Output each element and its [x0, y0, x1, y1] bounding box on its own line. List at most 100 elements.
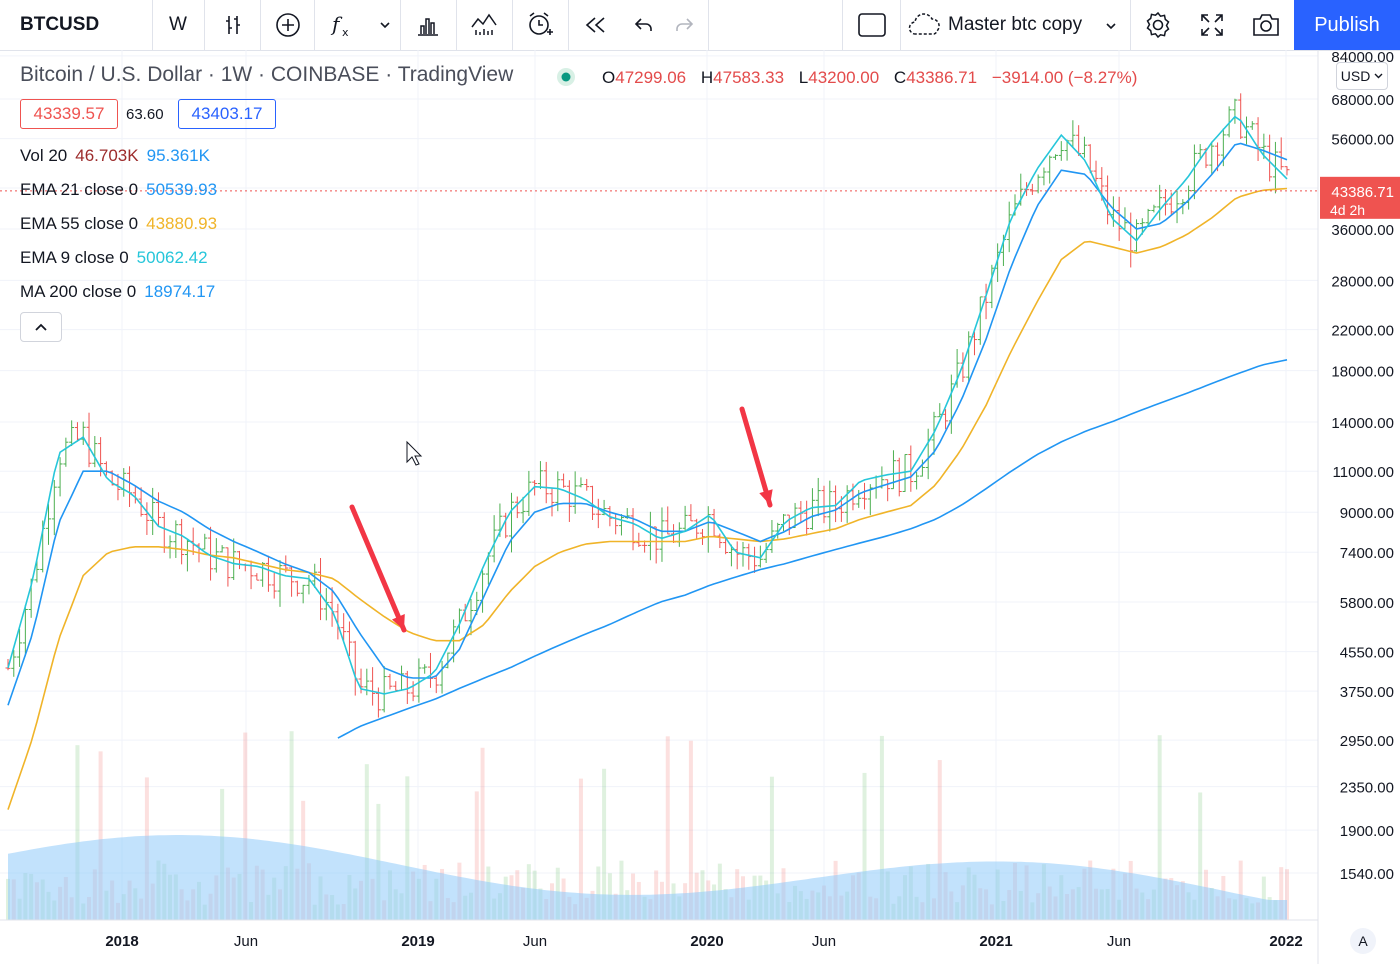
price-tick-label: 14000.00: [1331, 415, 1394, 432]
countdown-text: 4d 2h: [1330, 202, 1365, 218]
symbol-search[interactable]: BTCUSD: [20, 14, 100, 35]
cursor-icon: [406, 440, 423, 466]
time-scale: 2018 Jun 2019 Jun 2020 Jun 2021 Jun 2022: [105, 933, 1302, 950]
price-tick-label: 11000.00: [1333, 464, 1394, 481]
volume-bar: [98, 751, 103, 920]
close-value: 43386.71: [906, 68, 978, 87]
layout-name-label: Master btc copy: [948, 14, 1083, 35]
settings-icon[interactable]: [1132, 0, 1184, 50]
volume-bar: [289, 731, 294, 920]
volume-bar: [602, 768, 607, 920]
ideas-icon[interactable]: [458, 0, 510, 50]
auto-scale-button[interactable]: A: [1350, 928, 1376, 954]
toolbar-divider: [152, 0, 153, 50]
volume-bar: [405, 776, 410, 920]
time-tick-label: 2018: [105, 933, 138, 950]
indicator-ema9[interactable]: EMA 9 close 0 50062.42: [20, 248, 208, 267]
volume-ma-area: [8, 835, 1287, 920]
replay-icon[interactable]: [570, 0, 620, 50]
volume-bar: [619, 860, 624, 920]
price-scale: 84000.0068000.0056000.0044000.0036000.00…: [1331, 50, 1394, 883]
volume-bar: [596, 866, 601, 920]
price-tick-label: 5800.00: [1340, 595, 1394, 612]
indicator-vol20[interactable]: Vol 20 46.703K 95.361K: [20, 146, 210, 165]
change-value: −3914.00 (−8.27%): [991, 68, 1138, 87]
volume-bar: [862, 772, 867, 920]
spread-value: 63.60: [126, 106, 164, 123]
high-value: 47583.33: [713, 68, 785, 87]
time-tick-label: Jun: [234, 933, 258, 950]
price-tick-label: 22000.00: [1331, 323, 1394, 340]
fullscreen-icon[interactable]: [1186, 0, 1238, 50]
toolbar-divider: [400, 0, 401, 50]
undo-icon[interactable]: [624, 0, 664, 50]
select-box-icon[interactable]: [844, 0, 900, 50]
toolbar-divider: [512, 0, 513, 50]
volume-bar: [480, 747, 485, 920]
chevron-up-icon: [35, 323, 47, 331]
collapse-legend-button[interactable]: [20, 312, 62, 342]
toolbar-divider: [1130, 0, 1131, 50]
toolbar-divider: [842, 0, 843, 50]
price-tick-label: 3750.00: [1340, 684, 1394, 701]
redo-icon[interactable]: [664, 0, 704, 50]
price-tick-label: 2350.00: [1340, 780, 1394, 797]
time-tick-label: 2021: [979, 933, 1012, 950]
time-tick-label: Jun: [523, 933, 547, 950]
publish-button[interactable]: Publish: [1294, 0, 1400, 50]
volume-bar: [1157, 735, 1162, 920]
chevron-down-icon: [1104, 17, 1118, 39]
open-value: 47299.06: [615, 68, 687, 87]
price-tick-label: 1540.00: [1340, 866, 1394, 883]
ema21-line: [7, 142, 1288, 706]
ema55-line: [7, 187, 1288, 810]
interval-button[interactable]: W: [169, 14, 187, 35]
volume-bar: [937, 760, 942, 920]
price-tick-label: 68000.00: [1331, 92, 1394, 109]
ohlc-values: O47299.06 H47583.33 L43200.00 C43386.71 …: [602, 68, 1138, 87]
alert-icon[interactable]: [514, 0, 566, 50]
bar-style-icon[interactable]: [206, 0, 260, 50]
chevron-down-icon[interactable]: [370, 0, 400, 50]
currency-select[interactable]: USD: [1336, 62, 1388, 90]
indicator-ema21[interactable]: EMA 21 close 0 50539.93: [20, 180, 218, 199]
toolbar-divider: [204, 0, 205, 50]
toolbar-divider: [260, 0, 261, 50]
ma200-line: [337, 359, 1288, 739]
annotation-arrows: [349, 406, 773, 633]
toolbar-divider: [900, 0, 901, 50]
toolbar-divider: [314, 0, 315, 50]
camera-icon[interactable]: [1240, 0, 1292, 50]
time-tick-label: 2022: [1269, 933, 1302, 950]
time-tick-label: 2019: [401, 933, 434, 950]
arrow-head: [391, 614, 405, 630]
market-status-icon: [557, 68, 575, 86]
price-tick-label: 2950.00: [1340, 733, 1394, 750]
toolbar-divider: [456, 0, 457, 50]
volume-bar: [1279, 867, 1284, 920]
indicator-ema55[interactable]: EMA 55 close 0 43880.93: [20, 214, 218, 233]
cloud-icon: [908, 12, 944, 44]
financials-icon[interactable]: [402, 0, 454, 50]
time-tick-label: 2020: [690, 933, 723, 950]
chart-canvas[interactable]: 84000.0068000.0056000.0044000.0036000.00…: [0, 50, 1400, 964]
buy-price-button[interactable]: 43403.17: [178, 99, 276, 129]
volume-bar: [75, 745, 80, 920]
time-tick-label: Jun: [812, 933, 836, 950]
price-tick-label: 18000.00: [1331, 364, 1394, 381]
add-compare-icon[interactable]: [262, 0, 314, 50]
toolbar-divider: [708, 0, 709, 50]
sell-price-button[interactable]: 43339.57: [20, 99, 118, 129]
arrow-head: [759, 489, 773, 505]
price-tick-label: 84000.00: [1331, 50, 1394, 66]
price-tick-label: 9000.00: [1340, 505, 1394, 522]
indicator-ma200[interactable]: MA 200 close 0 18974.17: [20, 282, 216, 301]
volume-bar: [474, 791, 479, 920]
arrow-annotation: [739, 406, 773, 508]
price-tick-label: 7400.00: [1340, 545, 1394, 562]
volume-bar: [665, 736, 670, 920]
layout-selector[interactable]: Master btc copy: [900, 0, 1128, 50]
